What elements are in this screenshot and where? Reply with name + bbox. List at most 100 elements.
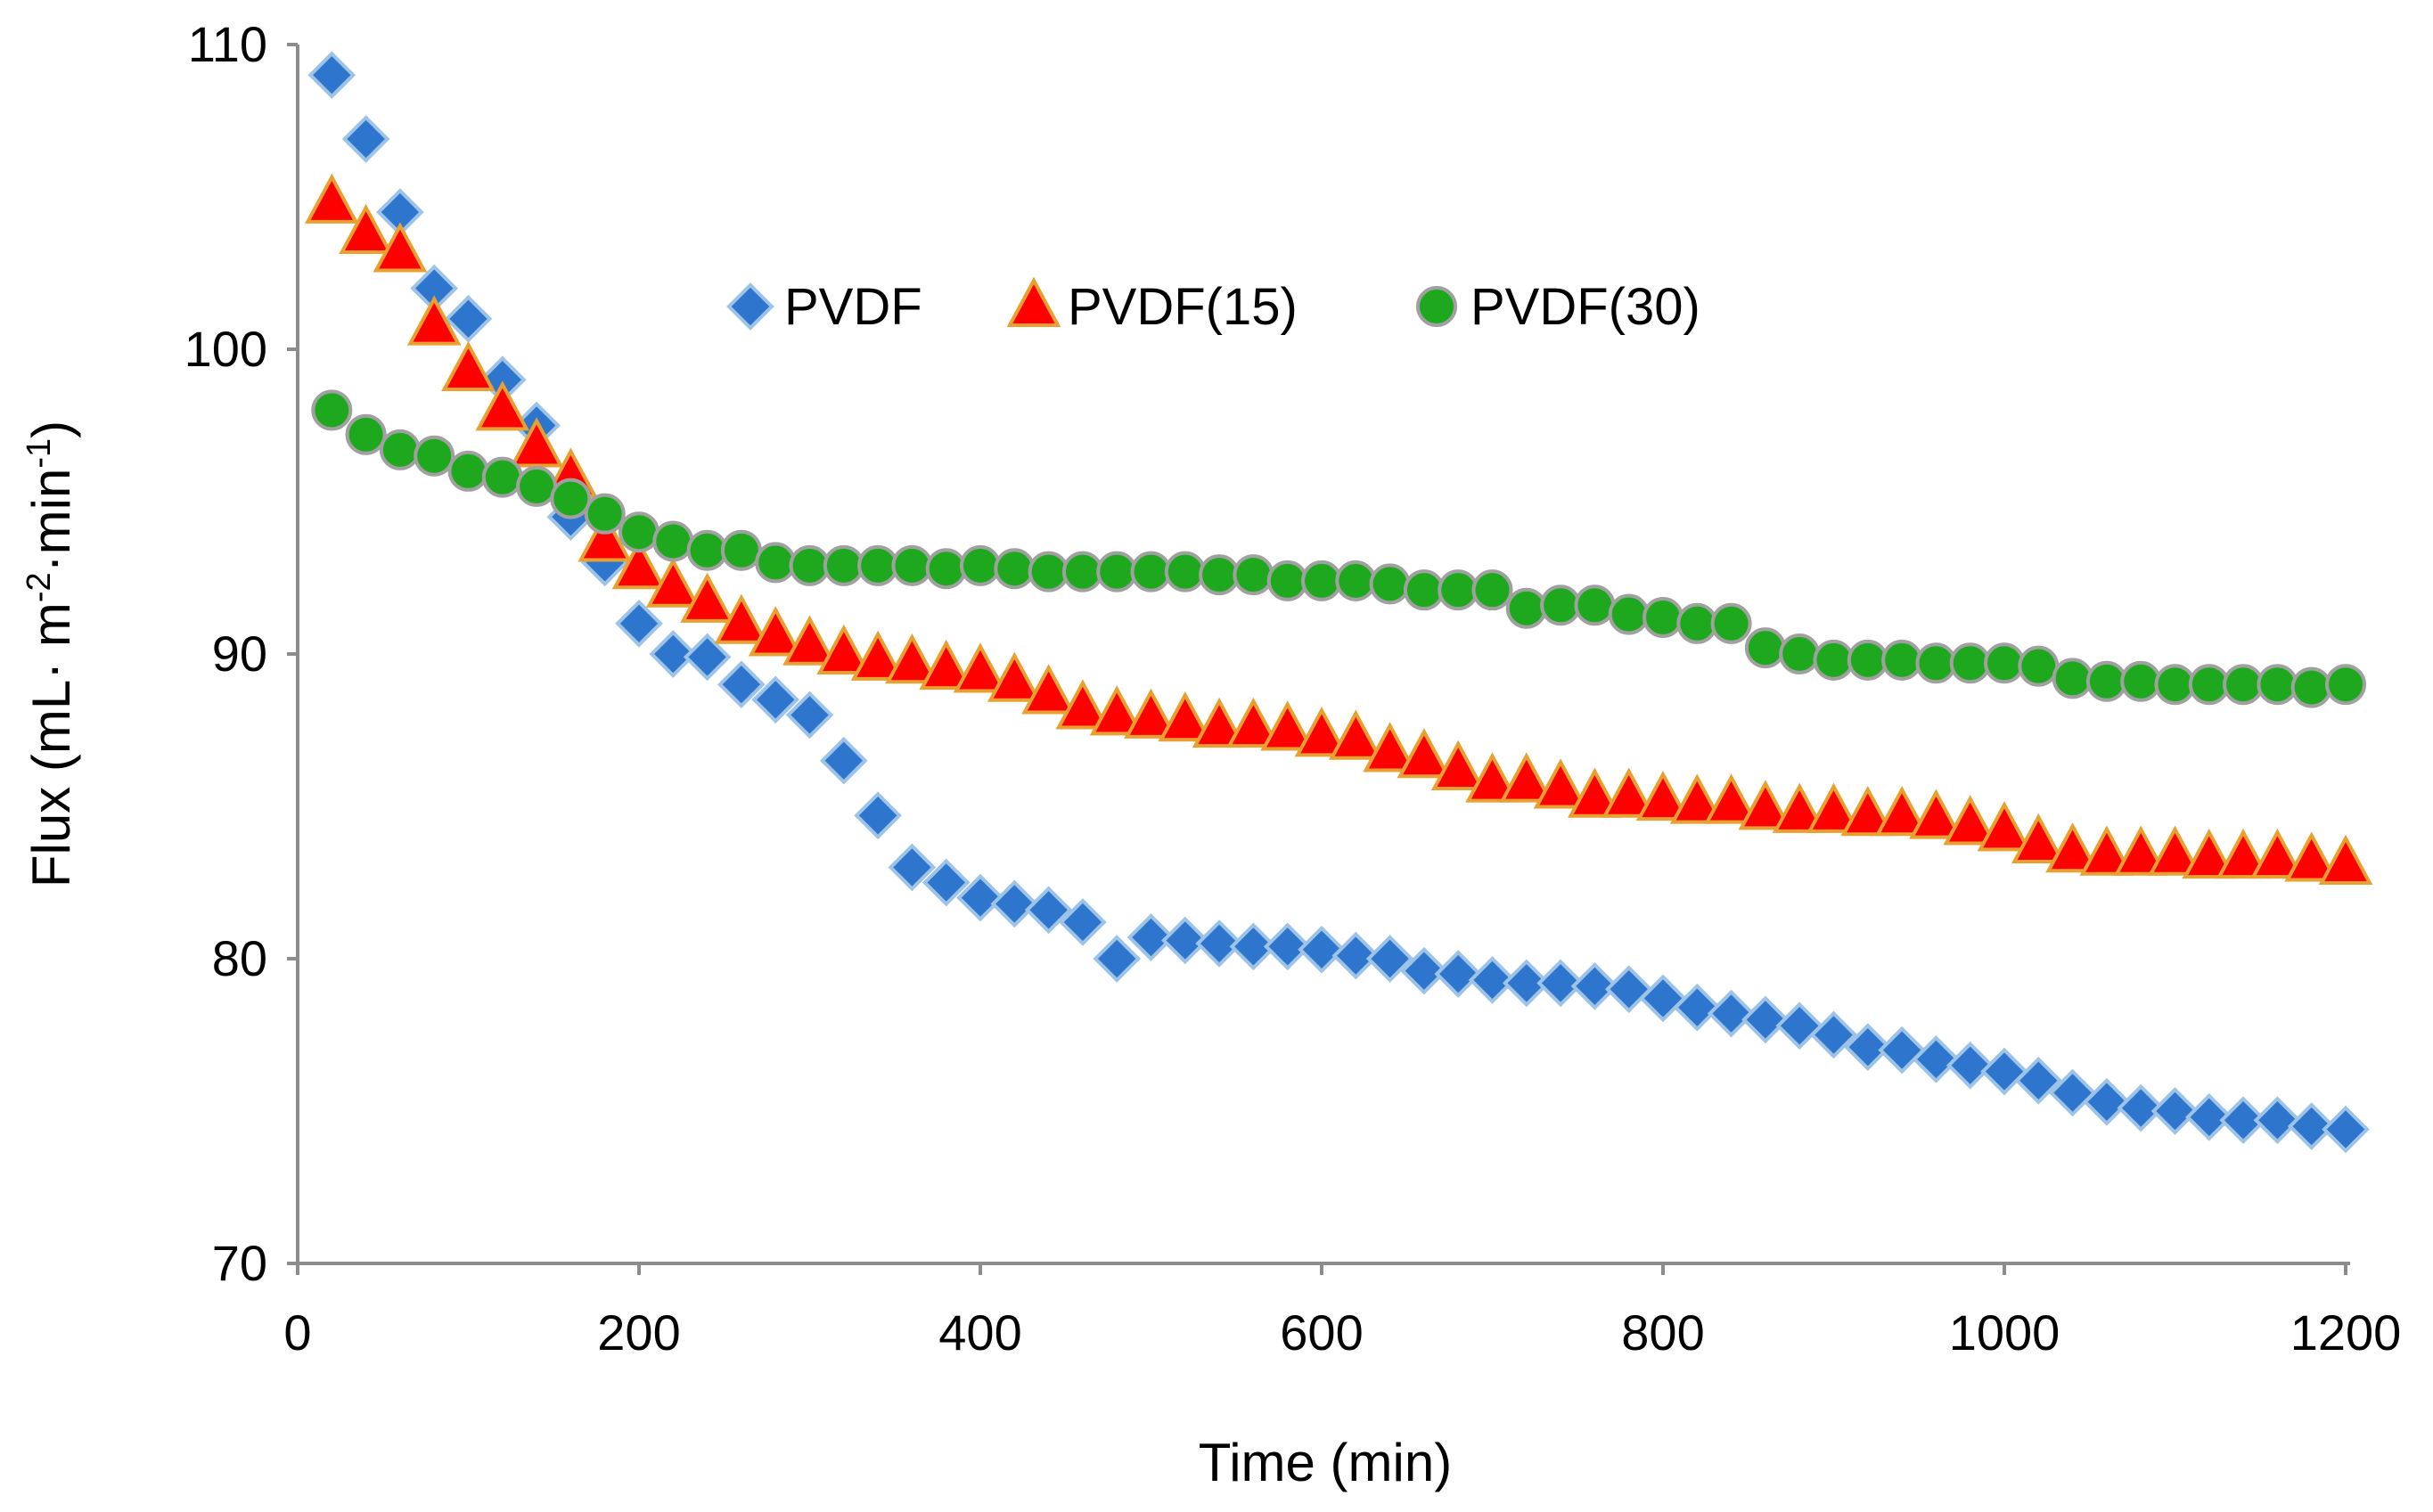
data-point xyxy=(994,548,1036,590)
data-point xyxy=(1806,782,1861,833)
data-point xyxy=(1096,551,1138,593)
data-point xyxy=(1809,1010,1858,1059)
data-point xyxy=(1335,560,1377,601)
data-point xyxy=(1164,551,1206,593)
data-point xyxy=(683,633,732,682)
data-point xyxy=(1772,782,1827,833)
data-point xyxy=(751,675,800,724)
legend-marker-pvdf30 xyxy=(1416,286,1457,327)
data-point xyxy=(2290,666,2332,708)
data-point xyxy=(1266,560,1308,601)
data-point xyxy=(1195,919,1243,968)
data-point xyxy=(578,511,633,562)
data-point xyxy=(1301,560,1342,601)
data-point xyxy=(1775,1001,1824,1050)
data-point xyxy=(2018,645,2060,687)
data-point xyxy=(1093,935,1142,983)
legend-label-pvdf15: PVDF(15) xyxy=(1068,278,1298,336)
data-point xyxy=(1912,1035,1961,1083)
data-point xyxy=(2085,660,2127,702)
data-point xyxy=(2223,664,2265,706)
data-point xyxy=(1984,642,2025,684)
data-point xyxy=(444,294,493,343)
data-point xyxy=(919,639,974,691)
legend-symbol-2 xyxy=(1416,286,1457,327)
data-point xyxy=(720,529,762,571)
data-point xyxy=(680,572,734,623)
x-tick-label-1: 200 xyxy=(597,1304,680,1361)
data-point xyxy=(1604,965,1653,1014)
data-point xyxy=(2079,825,2134,876)
data-point xyxy=(2318,834,2373,885)
data-point xyxy=(652,520,694,562)
data-point xyxy=(1741,995,1790,1044)
data-point xyxy=(2219,1096,2267,1145)
data-point xyxy=(1710,602,1752,644)
data-point xyxy=(1639,974,1687,1023)
data-point xyxy=(379,429,421,470)
data-point xyxy=(1298,925,1346,974)
data-point xyxy=(1365,935,1414,983)
y-axis-title-exp2: -1 xyxy=(20,438,58,469)
data-point xyxy=(785,691,834,740)
x-tick-label-4: 800 xyxy=(1621,1304,1704,1361)
data-point xyxy=(1260,700,1315,751)
data-point xyxy=(1028,551,1069,593)
data-point xyxy=(2182,828,2237,879)
data-point xyxy=(1229,922,1278,971)
y-axis-title-base: Flux (mL· m xyxy=(21,602,81,887)
data-point xyxy=(1468,956,1517,1004)
data-point xyxy=(1946,1041,1995,1090)
data-point xyxy=(1943,795,1998,846)
data-point xyxy=(2287,1102,2336,1150)
data-point xyxy=(1331,931,1380,980)
data-point xyxy=(748,606,803,657)
data-point xyxy=(1024,886,1073,935)
data-point xyxy=(2120,660,2162,702)
legend-label-pvdf: PVDF xyxy=(784,278,922,336)
data-point xyxy=(1840,786,1896,837)
y-axis-title-exp1: -2 xyxy=(20,572,58,602)
data-point xyxy=(2014,1056,2063,1105)
data-point xyxy=(1635,770,1691,821)
data-point xyxy=(2045,822,2100,873)
data-point xyxy=(611,539,667,590)
data-point xyxy=(406,295,462,346)
data-point xyxy=(888,843,937,892)
data-point xyxy=(1502,959,1551,1008)
data-point xyxy=(1061,551,1103,593)
data-point xyxy=(891,544,933,586)
data-point xyxy=(1669,773,1724,824)
data-point xyxy=(1574,584,1616,626)
data-point xyxy=(922,858,971,907)
legend-symbol-1 xyxy=(1006,276,1061,327)
data-point xyxy=(816,624,872,674)
data-point xyxy=(686,529,728,571)
data-point xyxy=(475,380,530,431)
data-point xyxy=(2188,664,2230,706)
data-point xyxy=(481,456,523,498)
data-point xyxy=(1363,722,1417,772)
y-tick-label-4: 110 xyxy=(188,16,267,72)
data-point xyxy=(1738,780,1793,830)
series-pvdf15 xyxy=(304,173,2373,885)
data-point xyxy=(2117,1083,2166,1132)
data-point xyxy=(645,557,700,608)
y-axis-title: Flux (mL· m-2·min-1) xyxy=(20,421,81,887)
data-point xyxy=(516,465,558,507)
data-point xyxy=(341,115,390,163)
data-point xyxy=(1059,898,1107,946)
data-point xyxy=(953,642,1008,693)
series-pvdf xyxy=(307,51,2370,1154)
data-point xyxy=(2184,1093,2233,1141)
data-point xyxy=(1881,639,1923,681)
data-point xyxy=(717,660,766,709)
data-point xyxy=(960,544,1001,586)
data-point xyxy=(1536,959,1585,1008)
data-point xyxy=(1294,707,1349,757)
legend-marker-pvdf xyxy=(726,282,774,331)
data-point xyxy=(1226,697,1281,748)
data-point xyxy=(1499,752,1554,803)
data-point xyxy=(2150,1087,2200,1135)
data-point xyxy=(2083,1077,2131,1126)
